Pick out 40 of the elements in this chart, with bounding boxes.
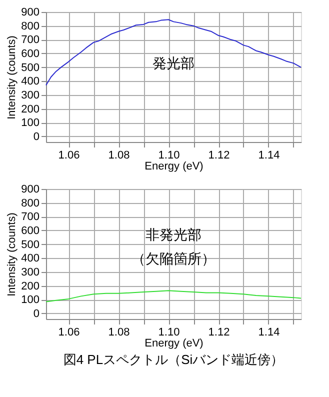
y-tick-label: 200: [21, 280, 40, 292]
annotation: （欠陥箇所）: [132, 250, 216, 266]
annotation: 発光部: [152, 55, 194, 71]
y-tick-label: 600: [21, 224, 40, 237]
y-tick-label: 800: [21, 197, 40, 210]
y-axis-title: Intensity (counts): [6, 36, 18, 120]
y-tick-label: 700: [21, 34, 40, 46]
y-tick-label: 400: [21, 76, 40, 88]
line-series: [46, 290, 302, 302]
x-tick-label: 1.08: [108, 150, 130, 162]
y-tick-label: 0: [33, 130, 40, 143]
y-tick-label: 900: [21, 184, 40, 196]
y-tick-label: 500: [21, 238, 40, 251]
x-tick-label: 1.12: [208, 326, 230, 338]
y-axis-title: Intensity (counts): [6, 212, 18, 296]
x-axis-title: Energy (eV): [144, 160, 204, 172]
x-tick-label: 1.14: [258, 150, 280, 162]
y-tick-label: 700: [21, 211, 40, 224]
text: 1.10: [158, 326, 180, 338]
y-tick-label: 100: [21, 294, 40, 306]
y-tick-label: 0: [33, 308, 40, 320]
y-tick-label: 100: [21, 117, 40, 130]
y-tick-label: 500: [21, 62, 40, 74]
text: 1.10: [158, 150, 180, 162]
y-tick-label: 300: [21, 89, 40, 102]
x-axis-title: Energy (eV): [144, 338, 204, 350]
text: 図4 PLスペクトル（Siバンド端近傍）: [63, 352, 284, 367]
y-tick-label: 900: [21, 6, 40, 18]
y-tick-label: 200: [21, 103, 40, 116]
x-tick-label: 1.08: [108, 326, 130, 338]
line-series: [46, 19, 302, 86]
x-tick-label: 1.14: [258, 326, 280, 338]
y-tick-label: 300: [21, 266, 40, 278]
y-tick-label: 600: [21, 48, 40, 60]
y-tick-label: 400: [21, 252, 40, 265]
y-tick-label: 800: [21, 20, 40, 32]
annotation: 非発光部: [146, 226, 202, 242]
x-tick-label: 1.12: [208, 150, 230, 162]
x-tick-label: 1.06: [58, 326, 80, 338]
x-tick-label: 1.06: [58, 150, 80, 162]
